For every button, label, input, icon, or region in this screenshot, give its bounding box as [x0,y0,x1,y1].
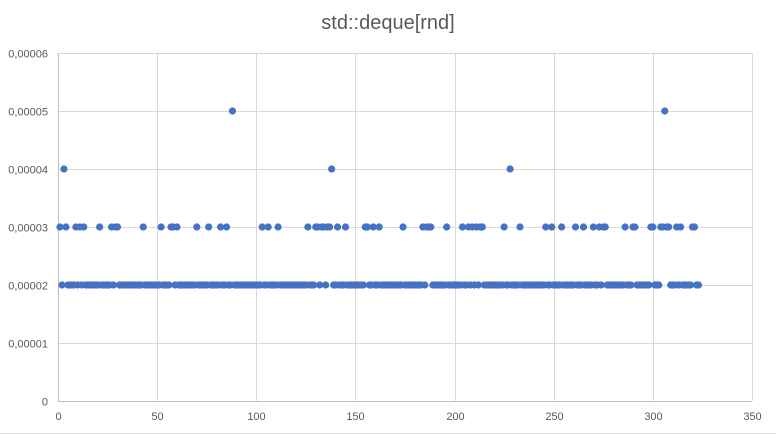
axis-layer [0,53,776,434]
data-point [264,223,272,231]
data-point [310,281,318,289]
data-point [205,223,213,231]
data-point [474,281,482,289]
y-tick-label: 0,00005 [8,107,48,119]
data-point [645,281,653,289]
data-point [258,223,266,231]
data-point [369,223,377,231]
data-point [548,223,556,231]
data-point [686,281,695,289]
data-point [579,223,588,231]
data-point [113,223,122,231]
data-point [304,223,312,231]
data-point [571,223,580,231]
data-point [597,281,605,289]
data-point [80,223,88,231]
data-point [62,223,70,231]
data-point [665,223,673,231]
data-point [661,107,669,115]
data-point [165,281,173,289]
y-tick-label: 0 [42,397,48,409]
data-point [516,223,524,231]
x-tick-label: 50 [151,411,163,423]
data-point [631,223,639,231]
data-point [316,281,324,289]
data-point [627,281,635,289]
y-tick-label: 0,00002 [8,281,48,293]
data-point [558,223,566,231]
data-point [375,223,383,231]
data-point [58,281,66,289]
data-point [109,281,118,289]
y-tick-label: 0,00004 [8,165,48,177]
data-point [228,107,237,115]
y-tick-label: 0,00006 [8,49,48,61]
data-point [139,223,147,231]
chart-title: std::deque[rnd] [321,12,454,34]
x-tick-label: 150 [346,411,364,423]
data-point [500,223,508,231]
data-point [458,223,467,231]
data-point [655,281,663,289]
data-point [333,223,342,231]
y-tick-label: 0,00003 [8,223,48,235]
data-point [443,223,451,231]
data-point [157,223,165,231]
x-tick-label: 100 [247,411,265,423]
data-point [621,223,629,231]
x-tick-label: 300 [644,411,662,423]
data-point [421,281,429,289]
y-tick-labels: 0 0,00001 0,00002 0,00003 0,00004 0,00005 0,00… [8,49,48,409]
data-point [399,223,407,231]
data-point [690,223,699,231]
data-point [173,223,181,231]
data-point [427,223,435,231]
data-point [601,223,609,231]
data-point [193,223,201,231]
data-point [359,281,367,289]
data-point [326,223,334,231]
data-point [506,165,514,173]
data-point [542,223,550,231]
data-point [216,223,225,231]
y-tick-label: 0,00001 [8,339,48,351]
data-point [341,223,350,231]
data-point [56,223,64,231]
data-point [589,223,597,231]
data-point [694,281,703,289]
x-tick-labels: 0 50 100 150 200 250 300 350 [55,411,761,423]
x-tick-label: 350 [743,411,761,423]
data-point [328,165,336,173]
x-tick-label: 0 [55,411,61,423]
data-point [363,223,371,231]
data-points [56,107,703,289]
data-point [96,223,104,231]
data-point [677,223,685,231]
data-point [60,165,68,173]
data-point [478,223,486,231]
x-tick-label: 200 [446,411,464,423]
x-tick-label: 250 [545,411,563,423]
data-point [222,223,231,231]
data-point [274,223,282,231]
data-point [649,223,657,231]
data-point [322,281,330,289]
